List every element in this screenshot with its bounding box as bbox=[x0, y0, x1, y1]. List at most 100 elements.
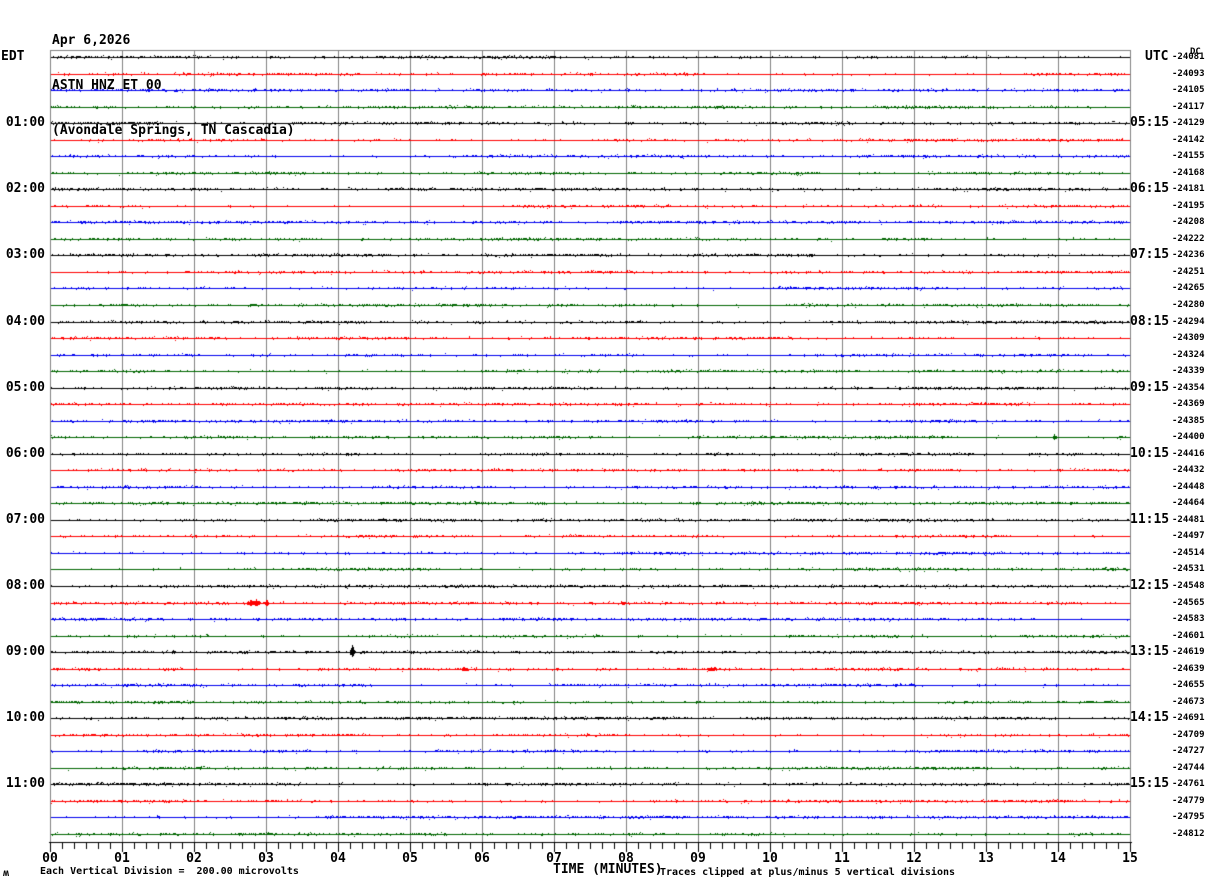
utc-hour-label: 09:15 bbox=[1130, 380, 1170, 395]
dc-offset-value: -24339 bbox=[1172, 366, 1205, 376]
dc-offset-value: -24812 bbox=[1172, 829, 1205, 839]
dc-offset-value: -24655 bbox=[1172, 680, 1205, 690]
x-tick-label: 06 bbox=[474, 851, 490, 866]
dc-offset-value: -24280 bbox=[1172, 300, 1205, 310]
utc-hour-label: 15:15 bbox=[1130, 776, 1170, 791]
x-tick-label: 02 bbox=[186, 851, 202, 866]
dc-offset-value: -24236 bbox=[1172, 250, 1205, 260]
dc-offset-value: -24142 bbox=[1172, 135, 1205, 145]
dc-offset-value: -24619 bbox=[1172, 647, 1205, 657]
dc-offset-value: -24369 bbox=[1172, 399, 1205, 409]
x-tick-label: 11 bbox=[834, 851, 850, 866]
dc-offset-value: -24583 bbox=[1172, 614, 1205, 624]
utc-hour-label: 05:15 bbox=[1130, 115, 1170, 130]
edt-hour-label: 09:00 bbox=[5, 644, 45, 659]
dc-offset-column-label: DC bbox=[1190, 47, 1201, 57]
dc-offset-value: -24673 bbox=[1172, 697, 1205, 707]
dc-offset-value: -24448 bbox=[1172, 482, 1205, 492]
dc-offset-value: -24195 bbox=[1172, 201, 1205, 211]
x-tick-label: 10 bbox=[762, 851, 778, 866]
dc-offset-value: -24117 bbox=[1172, 102, 1205, 112]
dc-offset-value: -24416 bbox=[1172, 449, 1205, 459]
x-tick-label: 08 bbox=[618, 851, 634, 866]
dc-offset-value: -24497 bbox=[1172, 531, 1205, 541]
dc-offset-value: -24531 bbox=[1172, 564, 1205, 574]
dc-offset-value: -24601 bbox=[1172, 631, 1205, 641]
utc-timezone-label: UTC bbox=[1145, 49, 1169, 64]
x-tick-label: 09 bbox=[690, 851, 706, 866]
dc-offset-value: -24761 bbox=[1172, 779, 1205, 789]
x-tick-label: 03 bbox=[258, 851, 274, 866]
dc-offset-value: -24208 bbox=[1172, 217, 1205, 227]
x-tick-label: 05 bbox=[402, 851, 418, 866]
dc-offset-value: -24464 bbox=[1172, 498, 1205, 508]
title-location: (Avondale Springs, TN Cascadia) bbox=[52, 123, 295, 138]
dc-offset-value: -24709 bbox=[1172, 730, 1205, 740]
dc-offset-value: -24691 bbox=[1172, 713, 1205, 723]
dc-offset-value: -24744 bbox=[1172, 763, 1205, 773]
dc-offset-value: -24168 bbox=[1172, 168, 1205, 178]
x-tick-label: 15 bbox=[1122, 851, 1138, 866]
dc-offset-value: -24548 bbox=[1172, 581, 1205, 591]
logo-glyph: ʍ bbox=[3, 868, 10, 879]
dc-offset-value: -24105 bbox=[1172, 85, 1205, 95]
dc-offset-value: -24181 bbox=[1172, 184, 1205, 194]
dc-offset-value: -24265 bbox=[1172, 283, 1205, 293]
edt-hour-label: 07:00 bbox=[5, 512, 45, 527]
title-block: Apr 6,2026 ASTN HNZ ET 00 (Avondale Spri… bbox=[52, 3, 295, 168]
dc-offset-value: -24639 bbox=[1172, 664, 1205, 674]
x-tick-label: 07 bbox=[546, 851, 562, 866]
edt-hour-label: 03:00 bbox=[5, 247, 45, 262]
edt-hour-label: 10:00 bbox=[5, 710, 45, 725]
x-tick-label: 04 bbox=[330, 851, 346, 866]
dc-offset-value: -24727 bbox=[1172, 746, 1205, 756]
footer-xaxis-title: TIME (MINUTES) bbox=[553, 862, 663, 877]
dc-offset-value: -24093 bbox=[1172, 69, 1205, 79]
dc-offset-value: -24309 bbox=[1172, 333, 1205, 343]
utc-hour-label: 13:15 bbox=[1130, 644, 1170, 659]
dc-offset-value: -24081 bbox=[1172, 52, 1205, 62]
x-tick-label: 01 bbox=[114, 851, 130, 866]
edt-timezone-label: EDT bbox=[1, 49, 25, 64]
utc-hour-label: 10:15 bbox=[1130, 446, 1170, 461]
utc-hour-label: 12:15 bbox=[1130, 578, 1170, 593]
dc-offset-value: -24795 bbox=[1172, 812, 1205, 822]
utc-hour-label: 14:15 bbox=[1130, 710, 1170, 725]
dc-offset-value: -24385 bbox=[1172, 416, 1205, 426]
dc-offset-value: -24155 bbox=[1172, 151, 1205, 161]
dc-offset-value: -24514 bbox=[1172, 548, 1205, 558]
title-station: ASTN HNZ ET 00 bbox=[52, 78, 162, 93]
x-tick-label: 13 bbox=[978, 851, 994, 866]
footer-scale-note: Each Vertical Division = 200.00 microvol… bbox=[40, 866, 299, 877]
title-date: Apr 6,2026 bbox=[52, 33, 131, 48]
dc-offset-value: -24129 bbox=[1172, 118, 1205, 128]
utc-hour-label: 08:15 bbox=[1130, 314, 1170, 329]
x-tick-label: 14 bbox=[1050, 851, 1066, 866]
dc-offset-value: -24251 bbox=[1172, 267, 1205, 277]
utc-hour-label: 06:15 bbox=[1130, 181, 1170, 196]
edt-hour-label: 01:00 bbox=[5, 115, 45, 130]
dc-offset-value: -24432 bbox=[1172, 465, 1205, 475]
edt-hour-label: 11:00 bbox=[5, 776, 45, 791]
edt-hour-label: 06:00 bbox=[5, 446, 45, 461]
dc-offset-value: -24222 bbox=[1172, 234, 1205, 244]
edt-hour-label: 04:00 bbox=[5, 314, 45, 329]
dc-offset-value: -24294 bbox=[1172, 317, 1205, 327]
dc-offset-value: -24565 bbox=[1172, 598, 1205, 608]
utc-hour-label: 11:15 bbox=[1130, 512, 1170, 527]
dc-offset-value: -24324 bbox=[1172, 350, 1205, 360]
dc-offset-value: -24779 bbox=[1172, 796, 1205, 806]
dc-offset-value: -24481 bbox=[1172, 515, 1205, 525]
footer-clip-note: Traces clipped at plus/minus 5 vertical … bbox=[660, 867, 956, 878]
edt-hour-label: 05:00 bbox=[5, 380, 45, 395]
x-tick-label: 12 bbox=[906, 851, 922, 866]
dc-offset-value: -24400 bbox=[1172, 432, 1205, 442]
dc-offset-value: -24354 bbox=[1172, 383, 1205, 393]
edt-hour-label: 08:00 bbox=[5, 578, 45, 593]
utc-hour-label: 07:15 bbox=[1130, 247, 1170, 262]
edt-hour-label: 02:00 bbox=[5, 181, 45, 196]
x-tick-label: 00 bbox=[42, 851, 58, 866]
